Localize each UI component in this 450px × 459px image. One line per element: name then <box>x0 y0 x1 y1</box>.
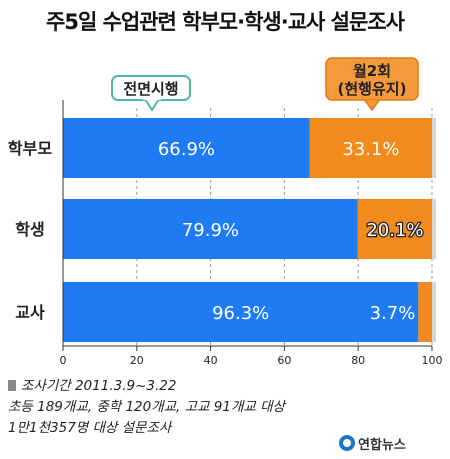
bar-segment-partial <box>357 199 432 259</box>
x-tick-label: 100 <box>422 354 443 367</box>
bar-segment-partial <box>418 282 432 342</box>
bar-end-cap <box>432 282 436 342</box>
yonhap-logo-icon <box>339 435 355 451</box>
category-label: 교사 <box>15 303 45 322</box>
bullet-icon <box>8 380 16 391</box>
bar-segment-full <box>63 199 358 259</box>
chart-title: 주5일 수업관련 학부모·학생·교사 설문조사 <box>46 10 405 34</box>
footnote-schools: 초등 189개교, 중학 120개교, 고교 91개교 대상 <box>8 399 285 415</box>
callout-partial-label-line1: 월2회 <box>353 62 391 80</box>
value-label-partial: 33.1% <box>342 139 399 160</box>
x-tick-label: 60 <box>277 354 291 367</box>
callout-partial-label-line2: (현행유지) <box>338 80 407 98</box>
category-label: 학생 <box>15 220 44 239</box>
callout-partial: 월2회 (현행유지) <box>325 57 419 111</box>
bar-end-cap <box>432 118 436 178</box>
bar-end-cap <box>432 199 436 259</box>
footnote: 조사기간 2011.3.9~3.22 초등 189개교, 중학 120개교, 고… <box>8 376 448 439</box>
value-label-partial: 3.7% <box>370 303 416 324</box>
x-tick-label: 20 <box>130 354 144 367</box>
value-label-partial: 20.1% <box>366 220 423 241</box>
x-tick-label: 80 <box>351 354 365 367</box>
value-label-full: 79.9% <box>182 220 239 241</box>
bars <box>63 118 436 342</box>
x-tick-label: 40 <box>204 354 218 367</box>
yonhap-logo: 연합뉴스 <box>339 432 406 454</box>
value-label-full: 66.9% <box>158 139 215 160</box>
x-axis: 0 20 40 60 80 100 <box>60 100 443 367</box>
value-labels: 66.9% 33.1% 79.9% 20.1% 96.3% 3.7% <box>158 139 425 324</box>
footnote-period: 조사기간 2011.3.9~3.22 <box>8 376 448 397</box>
category-label: 학부모 <box>8 139 52 158</box>
callout-full-label: 전면시행 <box>123 80 178 98</box>
footnote-period-text: 조사기간 2011.3.9~3.22 <box>21 378 177 394</box>
footnote-respondents: 1만1천357명 대상 설문조사 <box>8 420 172 436</box>
callout-full-pointer <box>144 98 160 111</box>
x-tick-label: 0 <box>60 354 67 367</box>
callout-partial-pointer <box>363 98 381 111</box>
bar-segment-full <box>63 118 310 178</box>
value-label-full: 96.3% <box>212 303 269 324</box>
yonhap-logo-text: 연합뉴스 <box>358 437 406 453</box>
bar-segment-partial <box>309 118 432 178</box>
callout-full: 전면시행 <box>111 75 191 111</box>
bar-segment-full <box>63 282 419 342</box>
